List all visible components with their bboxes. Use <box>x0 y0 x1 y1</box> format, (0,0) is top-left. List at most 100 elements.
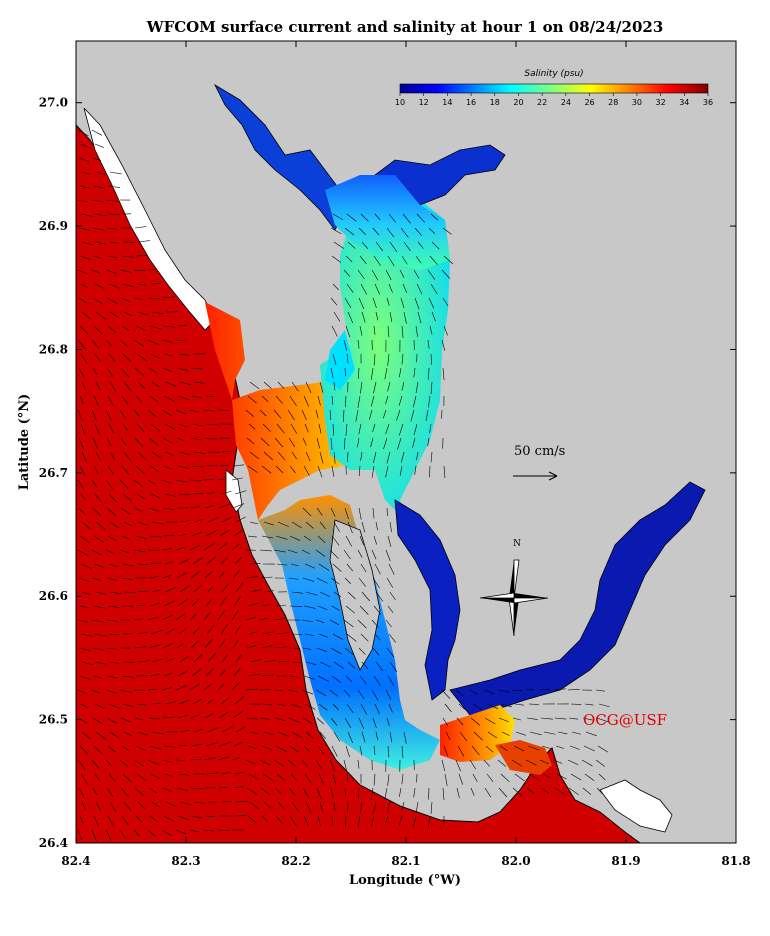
current-vector <box>332 633 344 641</box>
current-vector <box>372 577 380 589</box>
current-vector <box>331 325 338 337</box>
current-vector <box>375 591 384 602</box>
current-vector <box>274 717 286 722</box>
current-vector <box>342 409 345 422</box>
current-vector <box>401 801 405 811</box>
current-vector <box>373 773 376 786</box>
current-vector <box>176 643 184 649</box>
current-vector <box>486 773 494 782</box>
current-vector <box>137 381 146 389</box>
current-vector <box>235 800 248 803</box>
current-vector <box>77 689 88 695</box>
current-vector <box>203 757 216 761</box>
current-vector <box>203 543 215 551</box>
current-vector <box>235 654 242 663</box>
current-vector <box>318 423 322 434</box>
current-vector <box>396 409 401 421</box>
current-vector <box>162 367 172 372</box>
current-vector <box>287 409 295 421</box>
current-vector <box>568 787 579 796</box>
current-vector <box>358 787 360 799</box>
current-vector <box>511 689 523 691</box>
current-vector <box>120 367 130 378</box>
current-vector <box>77 479 84 489</box>
current-vector <box>332 773 337 785</box>
current-vector <box>259 549 272 552</box>
y-tick-label: 26.8 <box>39 342 68 356</box>
current-vector <box>361 311 366 323</box>
current-vector <box>121 395 129 406</box>
current-vector <box>80 143 92 149</box>
current-vector <box>373 255 381 266</box>
current-vector <box>275 535 288 540</box>
current-vector <box>343 759 347 771</box>
current-vector <box>162 643 173 649</box>
current-vector <box>179 451 190 456</box>
compass-west-point <box>480 598 514 603</box>
current-vector <box>387 353 390 366</box>
current-vector <box>583 745 595 752</box>
current-vector <box>94 633 107 637</box>
current-vector <box>81 451 88 463</box>
current-vector <box>498 787 508 798</box>
current-vector <box>343 689 351 697</box>
current-vector <box>568 717 579 720</box>
current-vector <box>290 423 298 434</box>
current-vector <box>301 409 307 421</box>
current-vector <box>150 562 162 565</box>
current-vector <box>470 787 475 796</box>
current-vector <box>176 367 189 371</box>
current-vector <box>106 647 117 650</box>
current-vector <box>345 395 347 408</box>
current-vector <box>472 703 483 711</box>
colorbar-tick-label: 26 <box>584 98 594 107</box>
current-vector <box>400 227 409 238</box>
current-vector <box>386 451 391 464</box>
current-vector <box>318 563 330 571</box>
current-vector <box>374 633 381 641</box>
current-vector <box>331 535 340 546</box>
current-vector <box>151 451 162 459</box>
current-vector <box>459 731 468 742</box>
current-vector <box>109 661 119 664</box>
current-vector <box>274 437 284 448</box>
current-vector <box>248 562 261 565</box>
current-vector <box>79 745 89 755</box>
current-vector <box>221 516 233 523</box>
current-vector <box>429 465 431 478</box>
current-vector <box>319 801 324 813</box>
current-vector <box>401 325 404 338</box>
compass-south-dark <box>514 598 519 636</box>
current-vector <box>191 531 202 537</box>
current-vector <box>261 674 274 677</box>
current-vector <box>108 773 116 782</box>
current-vector <box>305 591 318 596</box>
current-vector <box>277 381 285 389</box>
current-vector <box>345 815 347 828</box>
current-vector <box>443 325 448 336</box>
current-vector <box>275 604 287 607</box>
current-vector <box>79 395 84 405</box>
current-vector <box>260 576 273 579</box>
current-vector <box>149 602 160 607</box>
current-vector <box>289 745 300 753</box>
current-vector <box>136 493 146 500</box>
current-vector <box>232 503 245 509</box>
current-vector <box>415 381 419 394</box>
current-vector <box>456 787 460 799</box>
current-vector <box>333 521 340 532</box>
current-vector <box>189 544 201 551</box>
current-vector <box>483 759 490 767</box>
current-vector <box>346 213 357 222</box>
current-vector <box>375 521 378 531</box>
current-vector <box>386 227 395 238</box>
current-vector <box>193 728 203 733</box>
colorbar-tick-label: 30 <box>632 98 642 107</box>
current-vector <box>165 451 174 456</box>
current-vector <box>582 787 592 795</box>
current-vector <box>416 451 419 461</box>
current-vector <box>332 423 334 436</box>
current-vector <box>403 731 407 744</box>
current-vector <box>91 339 100 349</box>
